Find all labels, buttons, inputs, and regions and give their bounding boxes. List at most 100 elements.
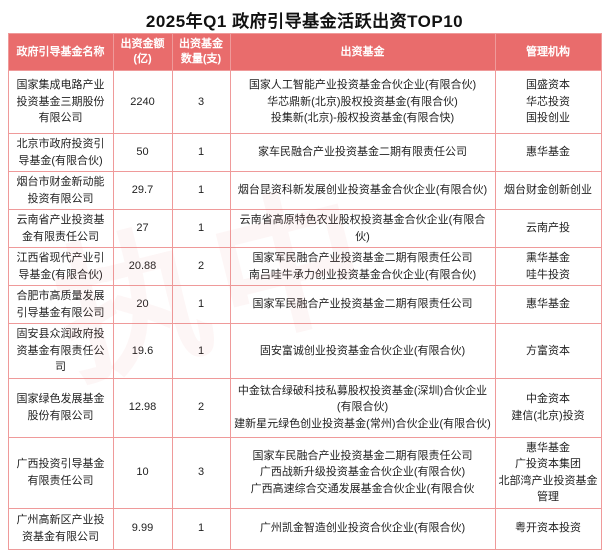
fund-line: 广州凯金智造创业投资合伙企业(有限合伙) (259, 522, 466, 535)
amount-cell: 9.99 (112, 507, 173, 550)
manager-line: 中金资本 (526, 393, 570, 405)
manager-line: 粤开资本投资 (515, 522, 581, 535)
guide-fund-name: 国家集成电路产业投资基金三期股份有限公司 (7, 70, 114, 134)
table-row: 江西省现代产业引导基金(有限合伙) 20.88 2 国家军民融合产业投资基金二期… (7, 247, 602, 286)
funds-cell: 国家车民融合产业投资基金二期有限责任公司 广西战新升级投资基金合伙企业(有限合伙… (229, 436, 496, 509)
funds-cell: 家车民融合产业投资基金二期有限责任公司 (229, 133, 496, 172)
count-cell: 1 (171, 323, 231, 379)
manager-line: 云南产投 (526, 222, 570, 235)
manager-cell: 国盛资本 华芯投资 国投创业 (494, 70, 602, 134)
amount-cell: 27 (112, 209, 173, 248)
manager-line: 国盛资本 (526, 79, 570, 92)
fund-line: 投集新(北京)-般权投资基金(有限合快) (270, 112, 455, 125)
count-cell: 1 (171, 507, 231, 550)
fund-line: 国家军民融合产业投资基金二期有限责任公司 (252, 252, 473, 264)
manager-line: 广投资本集团 (515, 458, 581, 470)
amount-cell: 20.88 (112, 247, 173, 286)
fund-line: 家车民融合产业投资基金二期有限责任公司 (258, 146, 467, 159)
count-cell: 3 (171, 70, 231, 134)
count-cell: 2 (171, 377, 231, 438)
manager-cell: 熏华基金 哇牛投资 (494, 247, 602, 286)
manager-line: 惠华基金 (526, 298, 570, 311)
funds-cell: 云南省高原特色农业股权投资基金合伙企业(有限合伙) (229, 209, 496, 248)
amount-cell: 10 (112, 436, 173, 509)
count-cell: 3 (171, 436, 231, 509)
manager-cell: 中金资本 建信(北京)投资 (494, 377, 602, 438)
fund-line: 广西战新升级投资基金合伙企业(有限合伙) (259, 466, 466, 479)
manager-cell: 惠华基金 (494, 285, 602, 324)
funds-cell: 广州凯金智造创业投资合伙企业(有限合伙) (229, 507, 496, 550)
fund-line: 建新星元绿色创业投资基金(常州)合伙企业(有限合伙) (234, 417, 491, 430)
guide-fund-name: 广西投资引导基金有限责任公司 (7, 436, 114, 509)
funds-cell: 烟台昆资科新发展创业投资基金合伙企业(有限合伙) (229, 171, 496, 210)
manager-cell: 惠华基金 广投资本集团 北部湾产业投资基金管理 (494, 436, 602, 509)
header-row: 政府引导基金名称 出资金额(亿) 出资基金数量(支) 出资基金 管理机构 (7, 33, 602, 71)
table-row: 国家绿色发展基金股份有限公司 12.98 2 中金钛合绿破科技私募股权投资基金(… (7, 377, 602, 438)
table-row: 云南省产业投资基金有限责任公司 27 1 云南省高原特色农业股权投资基金合伙企业… (7, 209, 602, 248)
manager-line: 哇牛投资 (526, 268, 570, 281)
fund-line: 国家人工智能产业投资基金合伙企业(有限合伙) (248, 79, 477, 92)
manager-line: 国投创业 (526, 112, 570, 125)
funds-cell: 中金钛合绿破科技私募股权投资基金(深圳)合伙企业(有限合伙) 建新星元绿色创业投… (229, 377, 496, 438)
top10-table: 政府引导基金名称 出资金额(亿) 出资基金数量(支) 出资基金 管理机构 国家集… (7, 33, 602, 550)
funds-cell: 国家军民融合产业投资基金二期有限责任公司 (229, 285, 496, 324)
table-row: 国家集成电路产业投资基金三期股份有限公司 2240 3 国家人工智能产业投资基金… (7, 70, 602, 134)
guide-fund-name: 固安县众润政府投资基金有限责任公司 (7, 323, 114, 379)
manager-line: 惠华基金 (526, 146, 570, 159)
fund-line: 国家军民融合产业投资基金二期有限责任公司 (252, 298, 473, 311)
amount-cell: 2240 (112, 70, 173, 134)
table-row: 烟台市财金新动能投资有限公司 29.7 1 烟台昆资科新发展创业投资基金合伙企业… (7, 171, 602, 210)
fund-line: 中金钛合绿破科技私募股权投资基金(深圳)合伙企业(有限合伙) (237, 384, 488, 414)
funds-cell: 固安富诚创业投资基金合伙企业(有限合伙) (229, 323, 496, 379)
funds-cell: 国家军民融合产业投资基金二期有限责任公司 南吕哇牛承力创业投资基金合伙企业(有限… (229, 247, 496, 286)
fund-line: 固安富诚创业投资基金合伙企业(有限合伙) (259, 344, 466, 357)
count-cell: 1 (171, 209, 231, 248)
count-cell: 1 (171, 133, 231, 172)
manager-line: 建信(北京)投资 (511, 409, 585, 422)
col-header-amount: 出资金额(亿) (112, 33, 173, 71)
amount-cell: 19.6 (112, 323, 173, 379)
table-row: 广西投资引导基金有限责任公司 10 3 国家车民融合产业投资基金二期有限责任公司… (7, 436, 602, 509)
col-header-manager: 管理机构 (494, 33, 602, 71)
manager-cell: 烟台财金创新创业 (494, 171, 602, 210)
count-cell: 1 (171, 171, 231, 210)
table-row: 广州高新区产业投资基金有限公司 9.99 1 广州凯金智造创业投资合伙企业(有限… (7, 507, 602, 550)
manager-cell: 方富资本 (494, 323, 602, 379)
page-title: 2025年Q1 政府引导基金活跃出资TOP10 (145, 12, 464, 31)
manager-line: 华芯投资 (526, 95, 570, 108)
amount-cell: 12.98 (112, 377, 173, 438)
guide-fund-name: 广州高新区产业投资基金有限公司 (7, 507, 114, 550)
guide-fund-name: 云南省产业投资基金有限责任公司 (7, 209, 114, 248)
table-row: 合肥市高质量发展引导基金有限公司 20 1 国家军民融合产业投资基金二期有限责任… (7, 285, 602, 324)
table-row: 北京市政府投资引导基金(有限合伙) 50 1 家车民融合产业投资基金二期有限责任… (7, 133, 602, 172)
amount-cell: 29.7 (112, 171, 173, 210)
count-cell: 2 (171, 247, 231, 286)
col-header-invested-funds: 出资基金 (229, 33, 496, 71)
guide-fund-name: 北京市政府投资引导基金(有限合伙) (7, 133, 114, 172)
manager-line: 方富资本 (526, 344, 570, 357)
guide-fund-name: 合肥市高质量发展引导基金有限公司 (7, 285, 114, 324)
manager-cell: 粤开资本投资 (494, 507, 602, 550)
col-header-count: 出资基金数量(支) (171, 33, 231, 71)
fund-line: 云南省高原特色农业股权投资基金合伙企业(有限合伙) (239, 214, 486, 243)
amount-cell: 50 (112, 133, 173, 172)
manager-line: 熏华基金 (526, 252, 570, 264)
manager-cell: 云南产投 (494, 209, 602, 248)
fund-line: 广西高速综合交通发展基金合伙企业(有限合伙 (250, 482, 475, 495)
guide-fund-name: 国家绿色发展基金股份有限公司 (7, 377, 114, 438)
amount-cell: 20 (112, 285, 173, 324)
manager-line: 北部湾产业投资基金管理 (498, 474, 598, 504)
fund-line: 国家车民融合产业投资基金二期有限责任公司 (252, 449, 473, 462)
count-cell: 1 (171, 285, 231, 324)
col-header-fund-name: 政府引导基金名称 (7, 33, 114, 71)
funds-cell: 国家人工智能产业投资基金合伙企业(有限合伙) 华芯鼎新(北京)股权投资基金(有限… (229, 70, 496, 134)
manager-cell: 惠华基金 (494, 133, 602, 172)
manager-line: 烟台财金创新创业 (504, 184, 592, 197)
manager-line: 惠华基金 (526, 441, 570, 454)
table-row: 固安县众润政府投资基金有限责任公司 19.6 1 固安富诚创业投资基金合伙企业(… (7, 323, 602, 379)
guide-fund-name: 江西省现代产业引导基金(有限合伙) (7, 247, 114, 286)
fund-line: 烟台昆资科新发展创业投资基金合伙企业(有限合伙) (237, 184, 488, 197)
guide-fund-name: 烟台市财金新动能投资有限公司 (7, 171, 114, 210)
fund-line: 南吕哇牛承力创业投资基金合伙企业(有限合伙) (248, 268, 477, 281)
fund-line: 华芯鼎新(北京)股权投资基金(有限合伙) (267, 95, 458, 108)
